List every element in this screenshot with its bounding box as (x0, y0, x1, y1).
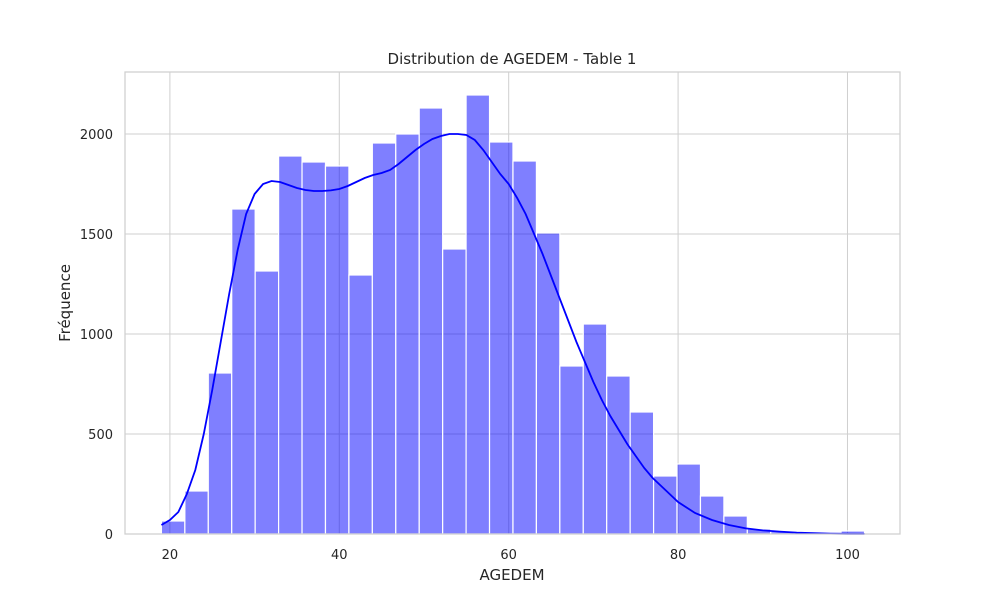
histogram-bar (465, 94, 491, 535)
y-axis-label: Fréquence (56, 264, 74, 342)
y-tick-label: 0 (105, 528, 113, 543)
histogram-bars (160, 94, 866, 535)
histogram-bar (559, 365, 584, 535)
x-tick-label: 60 (500, 548, 517, 563)
histogram-bar (512, 160, 538, 535)
histogram-bar (535, 232, 561, 535)
histogram-bar (395, 133, 420, 535)
histogram-bar (418, 107, 444, 535)
kde-curve (160, 133, 865, 535)
x-tick-label: 20 (162, 548, 179, 563)
y-tick-label: 1500 (80, 228, 113, 243)
chart-title: Distribution de AGEDEM - Table 1 (388, 50, 637, 68)
y-tick-label: 2000 (80, 128, 113, 143)
x-tick-label: 80 (670, 548, 687, 563)
histogram-bar (442, 248, 467, 535)
histogram-bar (699, 495, 725, 535)
x-axis-label: AGEDEM (479, 566, 544, 584)
x-tick-label: 40 (331, 548, 348, 563)
histogram-bar (582, 323, 608, 535)
histogram-bar (371, 142, 397, 535)
histogram-bar (652, 475, 678, 535)
histogram-bar (207, 372, 233, 535)
histogram-bar (676, 463, 702, 535)
histogram-bar (324, 165, 350, 535)
histogram-bar (301, 161, 327, 535)
histogram-bar (606, 375, 631, 535)
histogram-bar (278, 155, 303, 535)
plot-frame (124, 71, 901, 535)
y-tick-label: 1000 (80, 328, 113, 343)
histogram-bar (488, 141, 514, 535)
histogram-bar (348, 274, 373, 535)
histogram-bar (184, 490, 209, 535)
y-tick-label: 500 (88, 428, 113, 443)
histogram-bar (629, 411, 655, 535)
histogram-bar (254, 270, 280, 535)
x-tick-label: 100 (835, 548, 860, 563)
